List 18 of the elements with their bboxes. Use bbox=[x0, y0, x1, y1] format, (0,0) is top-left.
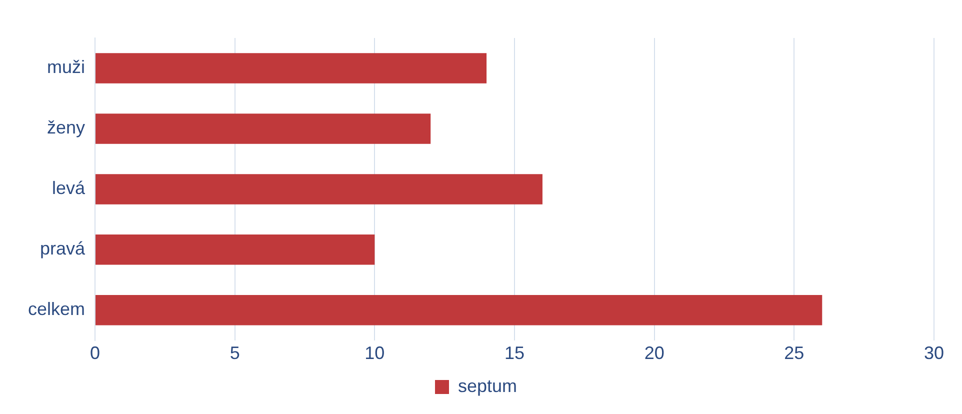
x-tick-label: 25 bbox=[784, 343, 804, 364]
y-tick-label: levá bbox=[52, 178, 86, 198]
bar bbox=[96, 114, 431, 144]
y-tick-label: celkem bbox=[28, 299, 86, 320]
x-tick-label: 0 bbox=[90, 343, 100, 364]
y-tick-label: pravá bbox=[40, 238, 86, 259]
x-tick-label: 5 bbox=[230, 343, 240, 364]
bar bbox=[96, 174, 542, 204]
x-tick-label: 20 bbox=[644, 343, 664, 364]
x-tick-label: 30 bbox=[924, 343, 944, 364]
bar bbox=[96, 234, 375, 265]
y-tick-label: muži bbox=[47, 57, 86, 78]
legend-label: septum bbox=[458, 376, 518, 396]
bar bbox=[96, 295, 822, 326]
y-tick-label: ženy bbox=[46, 118, 86, 138]
bar bbox=[96, 53, 487, 84]
x-tick-label: 10 bbox=[364, 343, 385, 364]
x-tick-label: 15 bbox=[504, 343, 525, 364]
